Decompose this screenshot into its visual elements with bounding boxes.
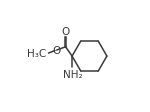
Text: O: O: [61, 27, 70, 37]
Text: H₃C: H₃C: [27, 49, 47, 59]
Text: NH₂: NH₂: [63, 69, 82, 79]
Text: O: O: [52, 46, 61, 56]
